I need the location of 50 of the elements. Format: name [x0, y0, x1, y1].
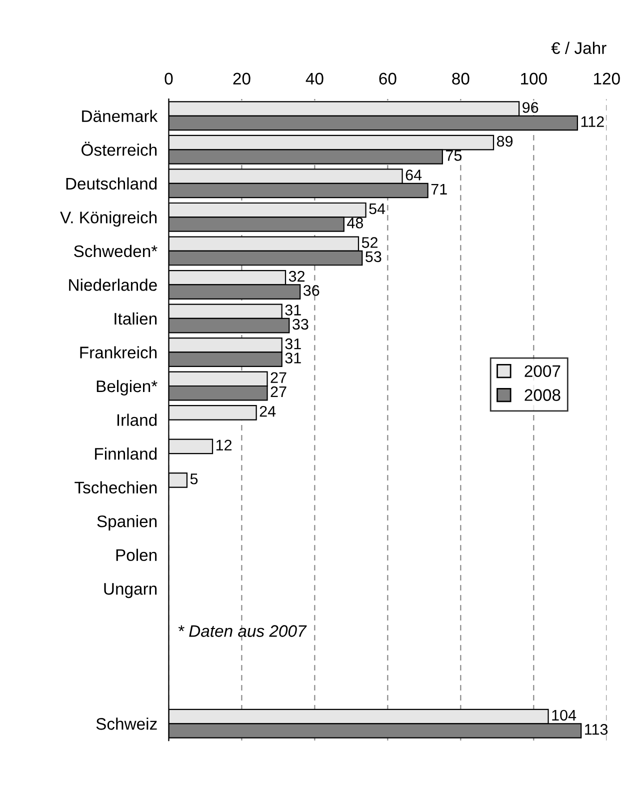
data-label: 52 [362, 237, 378, 248]
legend-label: 2008 [524, 389, 560, 401]
y-tick-label: Niederlande [69, 278, 157, 291]
data-label: 112 [581, 116, 604, 127]
y-tick-label: Finnland [95, 447, 157, 460]
legend-label: 2007 [524, 365, 560, 378]
data-label: 64 [406, 170, 422, 180]
data-label: 113 [585, 724, 608, 735]
y-tick-label: Frankreich [80, 346, 157, 358]
data-label: 104 [552, 710, 576, 721]
data-label: 31 [285, 352, 301, 364]
x-axis-title: € / Jahr [551, 42, 606, 54]
x-tick-label: 20 [233, 72, 250, 85]
data-label: 54 [369, 204, 386, 214]
y-tick-label: Polen [116, 548, 157, 562]
y-tick-label: Spanien [97, 515, 157, 531]
data-label: 89 [496, 136, 513, 147]
data-label: 33 [292, 318, 308, 330]
data-label: 36 [303, 285, 320, 296]
x-tick-label: 40 [306, 72, 324, 85]
y-tick-label: Dänemark [82, 110, 158, 122]
y-tick-label: Italien [114, 312, 157, 325]
y-tick-label: Schweiz [96, 718, 157, 730]
data-label: 48 [347, 218, 364, 228]
data-label: 27 [270, 386, 286, 398]
y-tick-label: Deutschland [66, 177, 157, 190]
data-label: 31 [285, 304, 301, 316]
y-tick-label: Schweden* [74, 244, 158, 258]
data-label: 24 [260, 406, 276, 417]
x-tick-label: 0 [164, 72, 173, 85]
data-label: 75 [446, 150, 462, 161]
x-tick-label: 80 [452, 72, 470, 85]
data-label: 27 [270, 372, 286, 383]
y-tick-label: Tschechien [74, 481, 157, 494]
y-tick-label: Irland [117, 414, 157, 426]
data-label: 53 [366, 251, 382, 262]
data-label: 12 [216, 440, 232, 450]
annotation: * Daten aus 2007 [178, 625, 307, 637]
x-tick-label: 100 [521, 72, 547, 85]
y-tick-label: Belgien* [96, 380, 158, 396]
y-tick-label: V. Königreich [60, 211, 157, 227]
data-label: 32 [288, 270, 305, 282]
data-label: 5 [190, 474, 198, 484]
y-tick-label: Ungarn [104, 583, 157, 598]
y-tick-label: Österreich [82, 142, 157, 156]
data-label: 71 [431, 184, 447, 194]
data-label: 96 [522, 102, 538, 113]
x-tick-label: 120 [594, 72, 620, 85]
data-label: 31 [285, 338, 301, 350]
x-tick-label: 60 [379, 72, 396, 85]
